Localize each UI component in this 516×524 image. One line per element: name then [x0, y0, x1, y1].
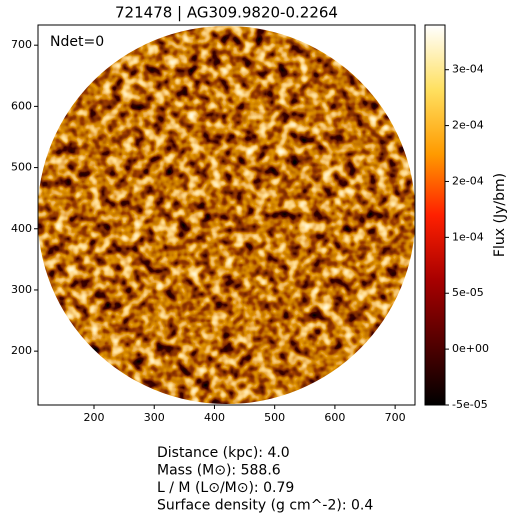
colorbar-tick-label: 3e-04 — [452, 63, 484, 76]
annotation: Ndet=0 — [50, 34, 104, 50]
colorbar-tick-label: 2e-04 — [452, 119, 484, 132]
y-tick-label: 200 — [11, 344, 32, 357]
x-tick-label: 500 — [264, 411, 285, 424]
colorbar-tick-label: 2e-04 — [452, 174, 484, 187]
colorbar-tick-label: 5e-05 — [452, 286, 484, 299]
info-line: Distance (kpc): 4.0 — [157, 445, 290, 461]
x-tick-label: 400 — [204, 411, 225, 424]
chart-title: 721478 | AG309.9820-0.2264 — [115, 4, 338, 22]
y-tick-label: 300 — [11, 283, 32, 296]
x-tick-label: 600 — [324, 411, 345, 424]
info-line: Mass (M⊙): 588.6 — [157, 463, 281, 479]
y-tick-label: 600 — [11, 99, 32, 112]
y-tick-label: 500 — [11, 161, 32, 174]
colorbar — [424, 24, 446, 406]
info-line: L / M (L⊙/M⊙): 0.79 — [157, 480, 294, 496]
flux-map — [38, 26, 415, 404]
y-tick-label: 400 — [11, 222, 32, 235]
colorbar-tick-label: 0e+00 — [452, 342, 489, 355]
x-tick-label: 200 — [84, 411, 105, 424]
info-line: Surface density (g cm^-2): 0.4 — [157, 498, 373, 514]
colorbar-tick-label: 1e-04 — [452, 230, 484, 243]
plot-frame — [37, 24, 416, 406]
colorbar-tick-label: -5e-05 — [452, 398, 488, 411]
y-tick-label: 700 — [11, 38, 32, 51]
x-tick-label: 300 — [144, 411, 165, 424]
colorbar-label: Flux (Jy/bm) — [492, 173, 508, 257]
x-tick-label: 700 — [385, 411, 406, 424]
image — [38, 26, 415, 404]
